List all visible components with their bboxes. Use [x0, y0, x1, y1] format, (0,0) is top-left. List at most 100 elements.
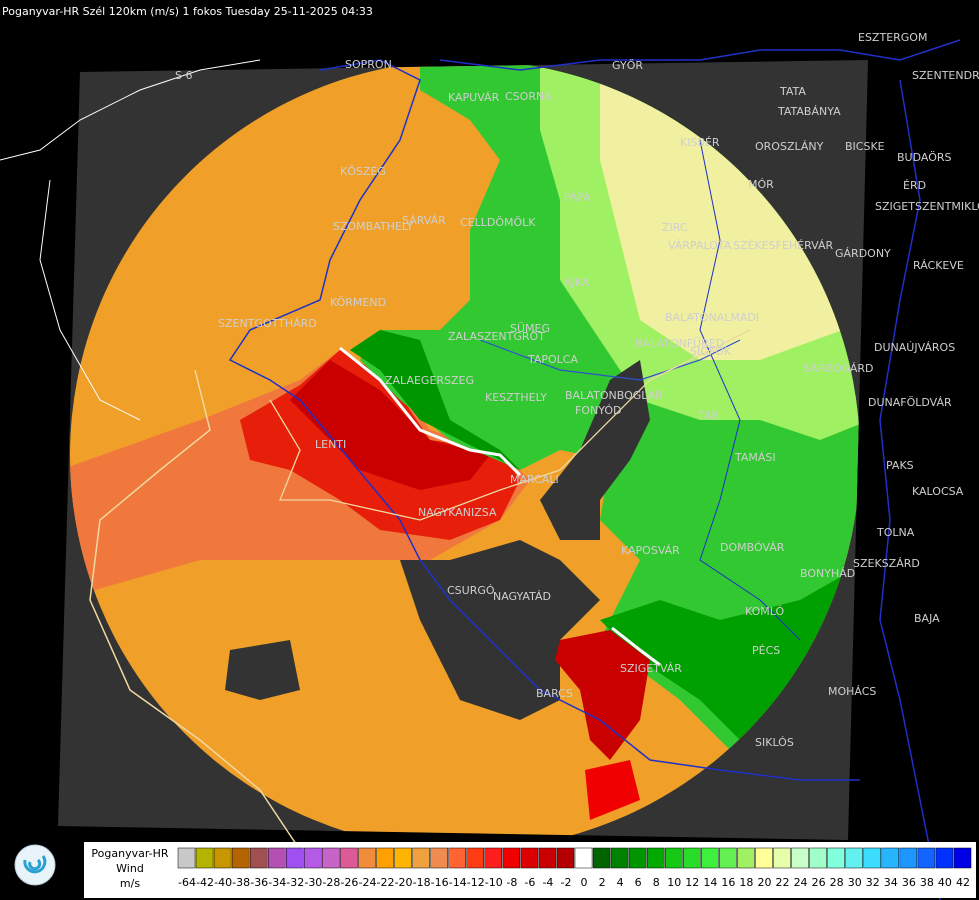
town-label: KAPUVÁR [448, 91, 500, 104]
echo [290, 360, 490, 490]
legend-swatch [177, 847, 196, 869]
town-label: BALATONALMÁDI [665, 311, 759, 324]
legend-tick: -30 [304, 876, 322, 889]
legend-swatch [249, 847, 268, 869]
legend-swatch [376, 847, 394, 869]
town-label: PÁPA [564, 191, 591, 204]
town-label: NAGYKANIZSA [418, 506, 497, 519]
legend-tick: 22 [776, 876, 790, 889]
legend-tick: 26 [812, 876, 826, 889]
legend-swatch [195, 847, 214, 869]
legend-swatch [213, 847, 232, 869]
legend-swatch [231, 847, 250, 869]
legend-swatch [340, 847, 358, 869]
echo [555, 630, 650, 760]
town-labels: SOPRON KAPUVÁR CSORNA GYŐR TATA TATABÁNYA ESZT… [218, 31, 979, 749]
legend-swatch [791, 847, 809, 869]
town-label: BICSKE [845, 140, 885, 153]
legend-tick: -28 [322, 876, 340, 889]
legend-swatch [520, 847, 539, 869]
legend-label: m/s [120, 877, 140, 890]
legend-swatch [719, 847, 737, 869]
town-label: BALATONFÜRED [635, 337, 724, 350]
legend-tick: -8 [506, 876, 517, 889]
legend-swatch [863, 847, 882, 869]
legend-swatch [286, 847, 304, 869]
town-label: FONYÓD [575, 404, 621, 417]
road [269, 329, 751, 521]
legend-swatch [646, 847, 665, 869]
legend-tick: 4 [617, 876, 624, 889]
legend-tick: -26 [340, 876, 358, 889]
town-label: TAPOLCA [527, 353, 578, 366]
town-label: MOHÁCS [828, 685, 876, 698]
legend-tick: -18 [413, 876, 431, 889]
town-label: MÓR [748, 178, 774, 191]
legend-tick: 30 [848, 876, 862, 889]
road [0, 59, 261, 161]
legend-tick: 28 [830, 876, 844, 889]
town-label: KÖRMEND [330, 296, 386, 309]
town-label: CSURGÓ [447, 584, 495, 597]
logo-mark [23, 855, 47, 874]
legend-swatch [430, 847, 448, 869]
title: Poganyvar-HR Szél 120km (m/s) 1 fokos Tu… [2, 5, 373, 18]
town-label: VÁRPALOTA [668, 239, 732, 252]
legend-tick: -14 [449, 876, 467, 889]
town-label: GÁRDONY [835, 247, 891, 260]
legend-tick: 14 [703, 876, 717, 889]
legend-tick: -12 [467, 876, 485, 889]
legend-swatch [502, 847, 521, 869]
legend-swatch [556, 847, 575, 869]
legend-swatch [394, 847, 412, 869]
legend-swatch [935, 847, 954, 869]
town-label: TATABÁNYA [777, 105, 841, 118]
legend-tick: 2 [599, 876, 606, 889]
legend-tick: -38 [232, 876, 250, 889]
town-label: DUNAFÖLDVÁR [868, 396, 952, 409]
town-label: SIKLÓS [755, 736, 794, 749]
legend-swatch [538, 847, 557, 869]
legend-swatch [953, 847, 972, 869]
legend-swatch [592, 847, 611, 869]
town-label: PAKS [886, 459, 914, 472]
town-label: KŐSZEG [340, 164, 386, 178]
echo [350, 330, 520, 470]
echo [585, 760, 640, 820]
legend-tick: 18 [739, 876, 753, 889]
town-label: SÁRBOGÁRD [803, 362, 874, 375]
legend-tick: 16 [721, 876, 735, 889]
legend-swatch [701, 847, 719, 869]
legend-swatch [737, 847, 755, 869]
legend-swatch [845, 847, 863, 869]
town-label: TOLNA [876, 526, 915, 539]
border [439, 39, 961, 71]
legend-tick: 24 [794, 876, 808, 889]
legend-swatch [574, 847, 593, 869]
legend-tick: 34 [884, 876, 898, 889]
town-label: KISBÉR [680, 136, 720, 149]
borders [0, 39, 961, 900]
town-label: ZALASZENTGRÓT [448, 330, 545, 343]
legend-tick: -16 [431, 876, 449, 889]
road [39, 179, 141, 421]
town-label: TATA [779, 85, 806, 98]
legend-swatch [881, 847, 900, 869]
town-label: SÁRVÁR [402, 214, 446, 227]
town-label: LENTI [315, 438, 346, 451]
no-echo [225, 640, 300, 700]
town-label: KOMLÓ [745, 605, 784, 618]
legend-tick: -32 [286, 876, 304, 889]
no-echo [540, 360, 650, 540]
town-label: ESZTERGOM [858, 31, 927, 44]
legend-swatch [466, 847, 485, 869]
road-label: S 6 [175, 69, 192, 82]
legend-swatch [610, 847, 629, 869]
legend-tick: 8 [653, 876, 660, 889]
town-label: SZIGETSZENTMIKLÓS [875, 200, 979, 213]
town-label: PÉCS [752, 644, 780, 657]
town-label: BUDAÖRS [897, 151, 952, 164]
town-label: SZEKSZÁRD [853, 557, 920, 570]
